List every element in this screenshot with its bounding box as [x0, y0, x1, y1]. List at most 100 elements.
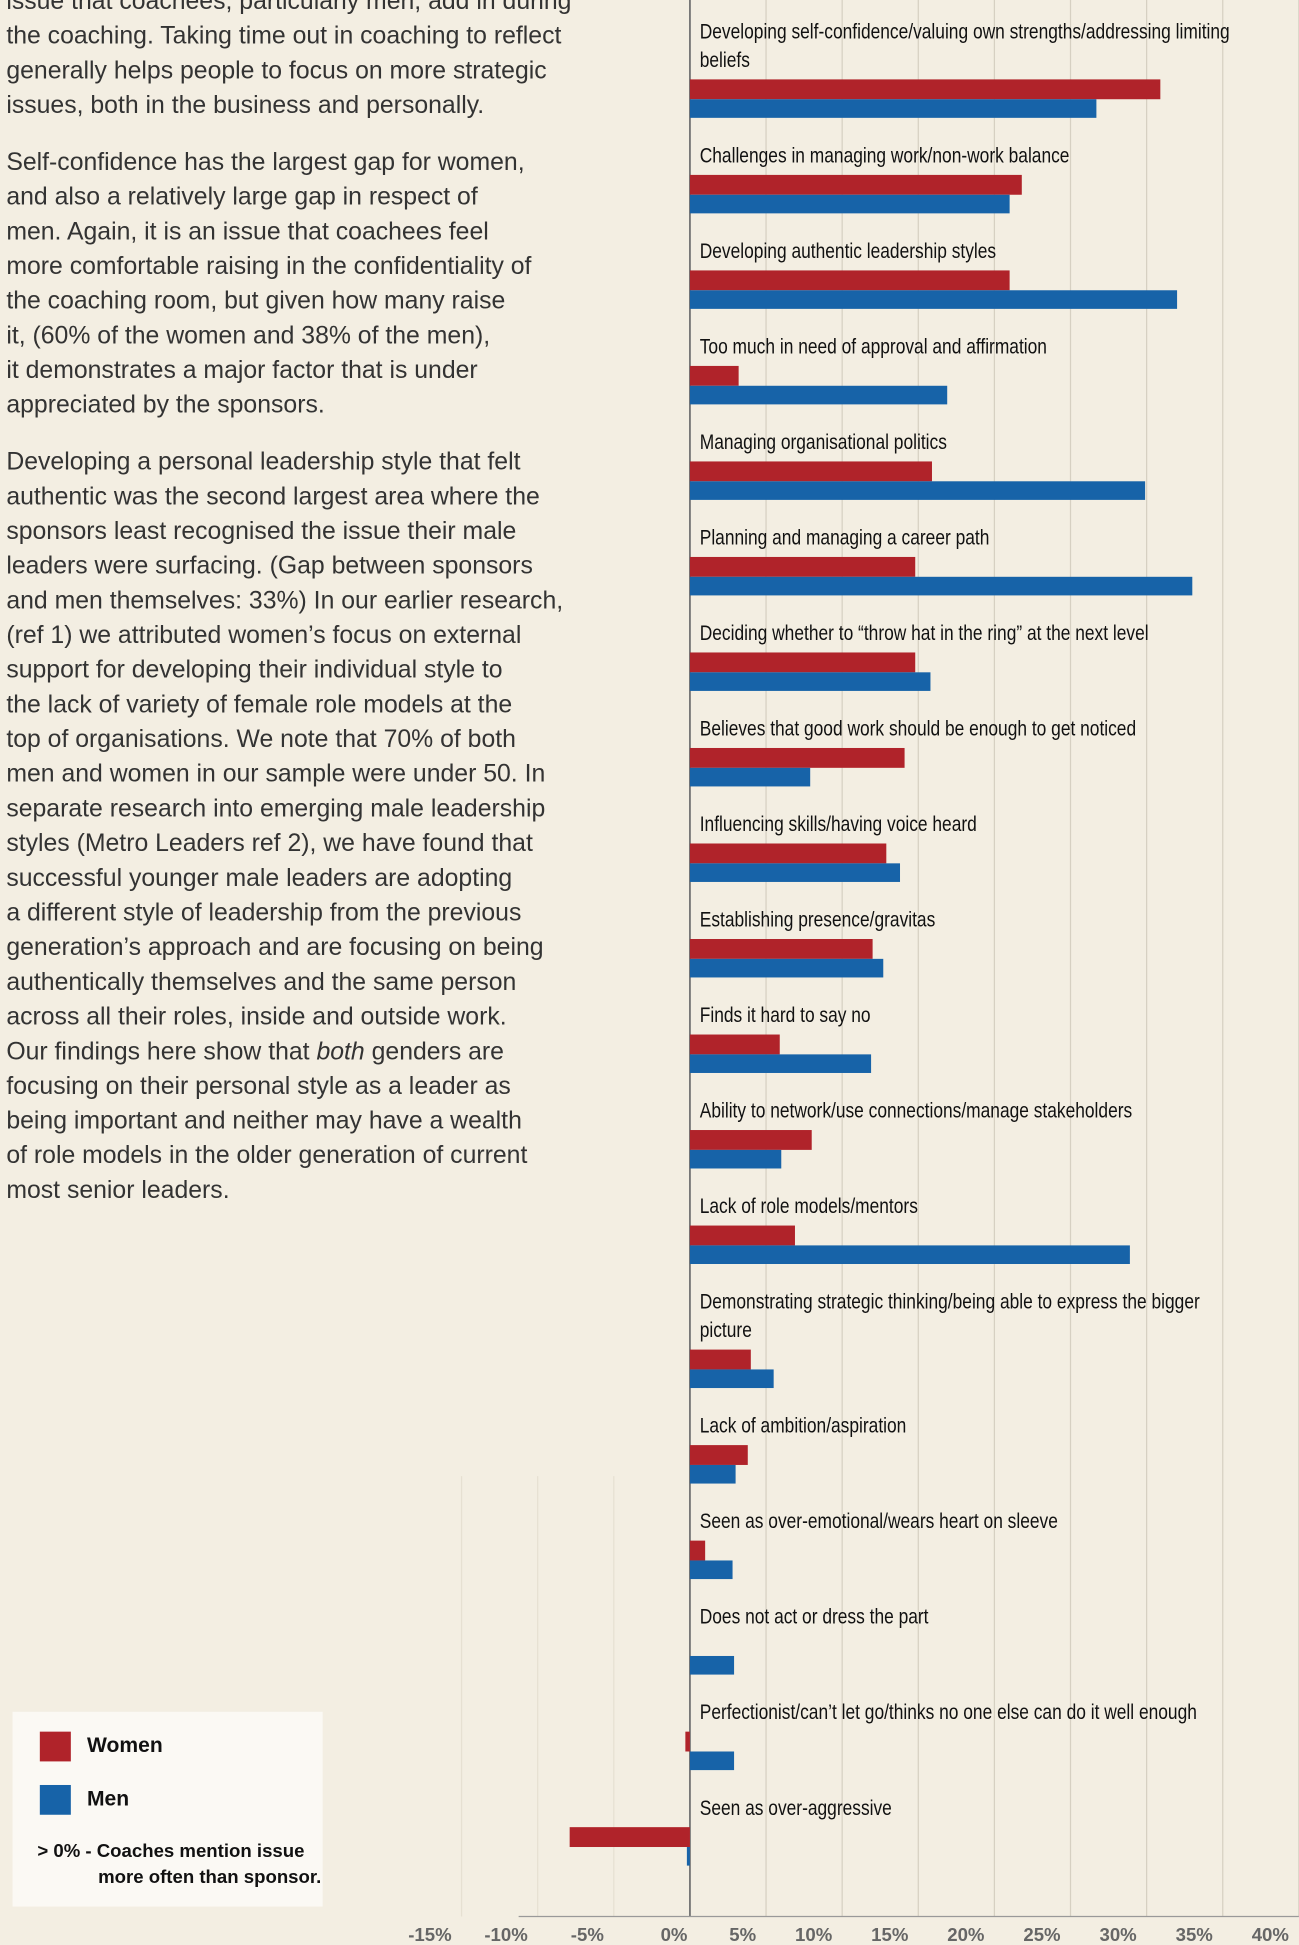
paragraph-line: successful younger male leaders are adop… [6, 865, 512, 892]
bar [689, 290, 1178, 309]
x-tick-label: 15% [871, 1924, 909, 1945]
category-label: Believes that good work should be enough… [699, 715, 1137, 740]
bar [689, 1445, 748, 1465]
paragraph-line: generation’s approach and are focusing o… [6, 934, 543, 961]
category-label: Seen as over-emotional/wears heart on sl… [699, 1507, 1058, 1533]
paragraph-line: across all their roles, inside and outsi… [6, 1003, 506, 1030]
bar [689, 843, 887, 864]
bar [689, 1245, 1130, 1265]
paragraph-line: authentically themselves and the same pe… [6, 969, 516, 996]
bar [689, 672, 931, 691]
bar [689, 481, 1146, 500]
paragraph-line: most senior leaders. [6, 1177, 229, 1204]
category-label-box: Seen as over-aggressive [699, 1794, 892, 1820]
paragraph-line: appreciated by the sponsors. [6, 392, 324, 419]
bar [689, 1054, 872, 1073]
bar [689, 461, 932, 482]
category-label: Developing self-confidence/valuing own s… [699, 17, 1230, 72]
paragraph-line: separate research into emerging male lea… [6, 795, 545, 822]
paragraph-line: styles (Metro Leaders ref 2), we have fo… [6, 830, 533, 857]
bar [689, 1369, 774, 1389]
x-tick-label: -10% [484, 1924, 528, 1945]
paragraph-line: of role models in the older generation o… [6, 1142, 527, 1169]
paragraph-line: it demonstrates a major factor that is u… [6, 357, 477, 384]
category-label-box: Demonstrating strategic thinking/being a… [700, 1288, 1200, 1341]
bar [689, 385, 948, 405]
category-label: Finds it hard to say no [699, 1001, 871, 1027]
paragraph-line: Developing a personal leadership style t… [6, 449, 520, 476]
paragraph-line: and men themselves: 33%) In our earlier … [6, 587, 563, 614]
x-tick-label: 40% [1252, 1924, 1290, 1945]
bar [689, 194, 1010, 214]
x-tick-label: 35% [1176, 1924, 1214, 1945]
bar [685, 1731, 690, 1752]
paragraph-line: top of organisations. We note that 70% o… [6, 726, 516, 753]
category-label-box: Perfectionist/can’t let go/thinks no one… [699, 1698, 1197, 1724]
category-label: Seen as over-aggressive [699, 1794, 892, 1820]
category-label: Does not act or dress the part [699, 1603, 929, 1629]
x-tick-label: 20% [947, 1924, 985, 1945]
legend-swatch [39, 1731, 71, 1762]
paragraph-line: leaders were surfacing. (Gap between spo… [6, 553, 533, 580]
bar [689, 1464, 736, 1484]
bar [689, 767, 811, 787]
category-label-box: Does not act or dress the part [699, 1603, 929, 1629]
paragraph-line: support for developing their individual … [6, 657, 502, 684]
category-label-box: Planning and managing a career path [700, 524, 990, 549]
legend-note: > 0% - Coaches mention issue [37, 1840, 304, 1861]
bar [686, 1847, 690, 1866]
legend-note: more often than sponsor. [98, 1866, 321, 1887]
x-tick-label: 0% [661, 1924, 688, 1945]
x-tick-label: 25% [1023, 1924, 1061, 1945]
legend-label: Women [87, 1734, 163, 1757]
category-label: Developing authentic leadership styles [699, 237, 997, 263]
paragraph-line: sponsors least recognised the issue thei… [6, 518, 516, 545]
paragraph-line: focusing on their personal style as a le… [6, 1073, 510, 1100]
category-label: Deciding whether to “throw hat in the ri… [699, 619, 1149, 645]
text-span: genders are [365, 1038, 504, 1065]
category-label: Perfectionist/can’t let go/thinks no one… [699, 1698, 1197, 1724]
text-span: Our findings here show that [6, 1038, 316, 1065]
x-tick-label: -15% [408, 1924, 452, 1945]
bar [689, 863, 901, 882]
category-label-box: Seen as over-emotional/wears heart on sl… [699, 1507, 1058, 1533]
bar [689, 1225, 795, 1246]
paragraph-line: the coaching room, but given how many ra… [6, 288, 505, 315]
bar [689, 939, 873, 959]
category-label-box: Lack of ambition/aspiration [700, 1412, 907, 1437]
category-label-box: Challenges in managing work/non-work bal… [699, 142, 1070, 167]
bar [689, 1751, 735, 1771]
paragraph-line: (ref 1) we attributed women’s focus on e… [6, 622, 521, 649]
bar [689, 365, 739, 386]
category-label: Influencing skills/having voice heard [699, 810, 977, 836]
x-tick-label: 5% [729, 1924, 756, 1945]
category-label: Ability to network/use connections/manag… [699, 1097, 1133, 1122]
paragraph-line: Our findings here show that both genders… [6, 1038, 504, 1065]
bar [689, 1349, 751, 1370]
category-label-box: Managing organisational politics [700, 429, 947, 454]
bar [689, 1540, 706, 1561]
bar [689, 1130, 812, 1150]
paragraph-line: Self-confidence has the largest gap for … [6, 149, 524, 176]
bar [689, 556, 916, 577]
x-tick-label: 10% [795, 1924, 833, 1945]
paragraph-line: men and women in our sample were under 5… [6, 761, 545, 788]
bar [689, 1149, 782, 1169]
category-label-box: Lack of role models/mentors [699, 1192, 918, 1218]
paragraph-line: men. Again, it is an issue that coachees… [6, 218, 488, 245]
category-label-box: Believes that good work should be enough… [699, 715, 1137, 740]
category-label: Establishing presence/gravitas [699, 906, 936, 931]
paragraph-line: issue that coachees, particularly men, a… [6, 0, 571, 15]
category-label-box: Establishing presence/gravitas [699, 906, 936, 931]
paragraph-line: the coaching. Taking time out in coachin… [6, 23, 561, 50]
bar [689, 79, 1161, 100]
bar [689, 958, 884, 978]
category-label: Lack of role models/mentors [699, 1192, 918, 1218]
paragraph-line: it, (60% of the women and 38% of the men… [6, 322, 490, 349]
category-label: Challenges in managing work/non-work bal… [699, 142, 1070, 167]
category-label-box: Developing authentic leadership styles [699, 237, 997, 263]
bar [689, 270, 1010, 291]
paragraph-line: and also a relatively large gap in respe… [6, 184, 478, 211]
